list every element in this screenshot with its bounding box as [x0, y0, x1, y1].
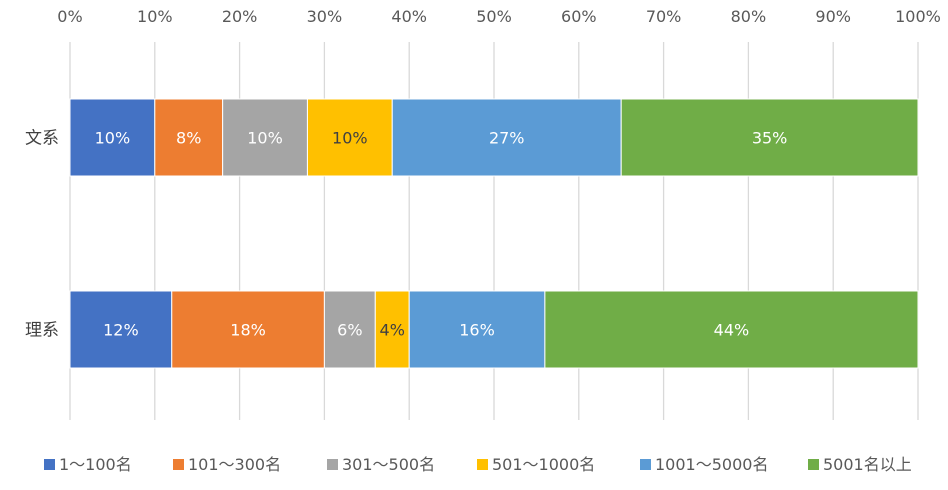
bar-segment — [408, 290, 546, 369]
x-tick-label: 30% — [307, 7, 343, 26]
data-label: 10% — [95, 129, 131, 148]
legend-swatch — [808, 459, 819, 470]
bar-segment — [222, 98, 308, 177]
data-labels: 10% 8% 10% 10% 27% 35% 12% 18% 6% 4% 16% 44% — [95, 129, 788, 340]
legend-swatch — [327, 459, 338, 470]
data-label: 8% — [176, 129, 201, 148]
x-tick-label: 0% — [57, 7, 82, 26]
legend-label: 301〜500名 — [342, 455, 435, 474]
category-label: 文系 — [25, 129, 59, 149]
legend-swatch — [477, 459, 488, 470]
data-label: 16% — [459, 321, 495, 340]
category-label: 理系 — [25, 321, 59, 341]
bar-segment — [374, 290, 410, 369]
legend-label: 1001〜5000名 — [655, 455, 768, 474]
legend: 1〜100名 101〜300名 301〜500名 501〜1000名 1001〜5000… — [44, 455, 912, 474]
x-tick-label: 80% — [731, 7, 767, 26]
x-axis-ticks: 0% 10% 20% 30% 40% 50% 60% 70% 80% 90% 100% — [57, 7, 941, 26]
data-label: 12% — [103, 321, 139, 340]
bar-segment — [544, 290, 919, 369]
x-tick-label: 100% — [895, 7, 941, 26]
x-tick-label: 90% — [815, 7, 851, 26]
bar-segment — [323, 290, 376, 369]
data-label: 44% — [714, 321, 750, 340]
legend-swatch — [44, 459, 55, 470]
data-label: 6% — [337, 321, 362, 340]
data-label: 4% — [380, 321, 405, 340]
legend-label: 1〜100名 — [59, 455, 132, 474]
x-tick-label: 40% — [391, 7, 427, 26]
x-tick-label: 20% — [222, 7, 258, 26]
legend-label: 501〜1000名 — [492, 455, 595, 474]
bar-segment — [391, 98, 622, 177]
legend-label: 101〜300名 — [188, 455, 281, 474]
bar-segment — [69, 98, 156, 177]
legend-label: 5001名以上 — [823, 455, 912, 474]
x-tick-label: 10% — [137, 7, 173, 26]
legend-swatch — [640, 459, 651, 470]
data-label: 10% — [247, 129, 283, 148]
data-label: 10% — [332, 129, 368, 148]
x-tick-label: 70% — [646, 7, 682, 26]
bar-segment — [620, 98, 919, 177]
x-tick-label: 50% — [476, 7, 512, 26]
x-tick-label: 60% — [561, 7, 597, 26]
bar-segment — [69, 290, 173, 369]
data-label: 35% — [752, 129, 788, 148]
legend-swatch — [173, 459, 184, 470]
bar-segments — [69, 98, 919, 369]
bar-segment — [306, 98, 393, 177]
bar-segment — [154, 98, 224, 177]
data-label: 27% — [489, 129, 525, 148]
data-label: 18% — [230, 321, 266, 340]
